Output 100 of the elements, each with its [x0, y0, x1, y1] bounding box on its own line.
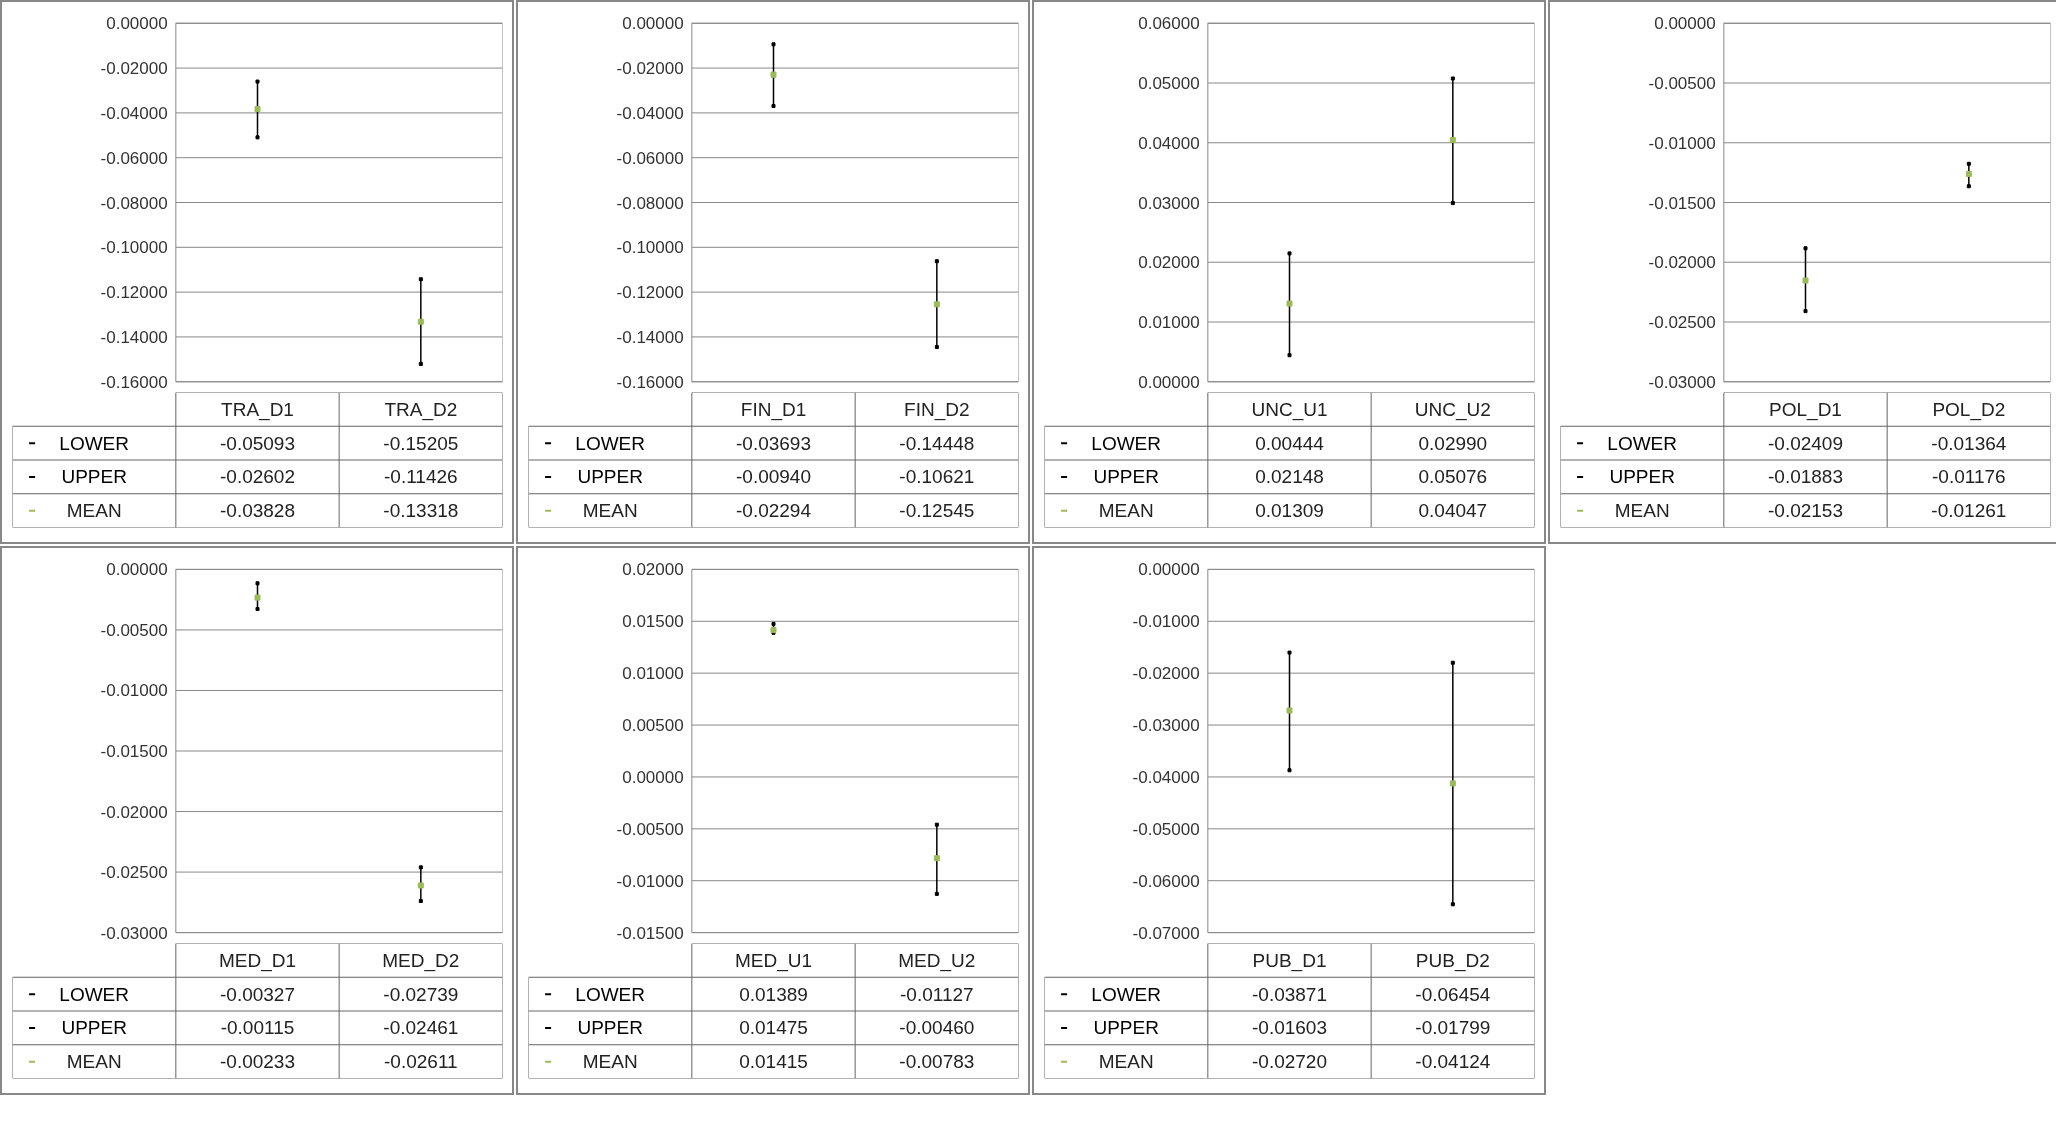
y-tick-label: 0.01000	[1138, 313, 1200, 332]
data-label: -0.02409	[1768, 432, 1844, 454]
data-label: -0.00460	[899, 1017, 975, 1039]
category-label: MED_D2	[382, 949, 460, 971]
y-tick-label: -0.14000	[616, 327, 684, 347]
data-label: -0.12545	[899, 500, 975, 522]
y-tick-label: 0.00000	[622, 14, 684, 34]
legend-label: LOWER	[1091, 983, 1162, 1005]
data-label: -0.03871	[1252, 983, 1328, 1005]
y-tick-label: -0.03000	[1648, 372, 1716, 392]
y-tick-label: -0.01000	[616, 871, 684, 891]
legend-label: UPPER	[1609, 466, 1675, 488]
category-label: MED_U2	[898, 949, 976, 971]
y-tick-label: 0.00000	[622, 767, 684, 787]
category-label: UNC_U1	[1251, 398, 1328, 420]
y-tick-label: 0.01000	[622, 664, 684, 684]
y-tick-label: -0.05000	[1132, 819, 1200, 839]
y-tick-label: 0.00000	[106, 14, 168, 34]
y-tick-label: -0.01000	[1132, 612, 1200, 632]
y-tick-label: -0.01500	[616, 923, 684, 943]
y-tick-label: -0.10000	[100, 238, 168, 258]
y-tick-label: -0.04000	[100, 103, 168, 123]
y-tick-label: -0.16000	[616, 372, 684, 392]
legend-label: MEAN	[1098, 1051, 1154, 1073]
y-tick-label: 0.03000	[1138, 193, 1200, 213]
y-tick-label: -0.12000	[100, 283, 168, 303]
category-label: UNC_U2	[1414, 398, 1491, 420]
legend-label: LOWER	[1091, 432, 1162, 454]
data-label: -0.13318	[383, 500, 459, 522]
data-label: -0.15205	[383, 432, 459, 454]
y-tick-label: 0.00000	[1654, 14, 1716, 34]
data-label: -0.01127	[900, 983, 974, 1005]
y-tick-label: -0.01000	[1648, 133, 1716, 153]
legend-label: LOWER	[59, 432, 130, 454]
y-tick-label: -0.03000	[100, 923, 168, 943]
y-tick-label: -0.16000	[100, 372, 168, 392]
legend-label: UPPER	[1093, 1017, 1159, 1039]
y-tick-label: 0.00000	[106, 560, 168, 580]
data-label: -0.00783	[899, 1051, 975, 1073]
data-label: -0.02461	[383, 1017, 459, 1039]
y-tick-label: -0.04000	[616, 103, 684, 123]
category-label: MED_U1	[734, 949, 813, 971]
legend-label: LOWER	[1607, 432, 1678, 454]
data-label: 0.00444	[1255, 432, 1325, 454]
y-tick-label: 0.06000	[1138, 14, 1200, 34]
y-tick-label: -0.06000	[1132, 871, 1200, 891]
y-tick-label: 0.00000	[1138, 560, 1200, 580]
y-tick-label: -0.02000	[100, 802, 168, 822]
data-label: -0.02602	[220, 466, 296, 488]
data-label: -0.00233	[220, 1051, 296, 1073]
data-label: -0.01603	[1252, 1017, 1328, 1039]
y-tick-label: -0.02500	[1648, 313, 1716, 332]
y-tick-label: 0.02000	[1138, 253, 1200, 273]
data-label: -0.00115	[220, 1017, 295, 1039]
y-tick-label: -0.02000	[616, 59, 684, 79]
data-label: -0.01883	[1768, 466, 1844, 488]
legend-label: LOWER	[575, 432, 646, 454]
y-tick-label: -0.02000	[1132, 664, 1200, 684]
category-label: PUB_D2	[1415, 949, 1490, 971]
y-tick-label: -0.04000	[1132, 767, 1200, 787]
y-tick-label: -0.14000	[100, 327, 168, 347]
legend-label: MEAN	[582, 500, 638, 522]
y-tick-label: -0.02500	[100, 863, 168, 883]
y-tick-label: -0.06000	[616, 148, 684, 168]
y-tick-label: 0.01500	[622, 612, 684, 632]
y-tick-label: -0.07000	[1132, 923, 1200, 943]
y-tick-label: 0.02000	[622, 560, 684, 580]
y-tick-label: -0.08000	[616, 193, 684, 213]
data-label: -0.14448	[899, 432, 975, 454]
data-label: -0.01799	[1415, 1017, 1491, 1039]
data-label: -0.02153	[1768, 500, 1844, 522]
y-tick-label: -0.02000	[100, 59, 168, 79]
y-tick-label: -0.01500	[100, 742, 168, 761]
data-label: -0.00327	[220, 983, 296, 1005]
y-tick-label: -0.03000	[1132, 716, 1200, 736]
legend-label: UPPER	[577, 1017, 643, 1039]
y-tick-label: -0.00500	[1648, 74, 1716, 93]
legend-label: LOWER	[59, 983, 130, 1005]
category-label: FIN_D1	[740, 398, 807, 420]
legend-label: UPPER	[577, 466, 643, 488]
legend-label: UPPER	[61, 1017, 127, 1039]
data-label: -0.01364	[1931, 432, 2007, 454]
data-label: -0.11426	[384, 466, 458, 488]
data-label: 0.04047	[1418, 500, 1488, 522]
category-label: MED_D1	[218, 949, 297, 971]
y-tick-label: 0.00000	[1138, 372, 1200, 392]
data-label: -0.04124	[1415, 1051, 1491, 1073]
y-tick-label: -0.00500	[616, 819, 684, 839]
y-tick-label: 0.05000	[1138, 74, 1200, 93]
legend-label: MEAN	[582, 1051, 638, 1073]
y-tick-label: -0.00500	[100, 620, 168, 640]
legend-label: MEAN	[1098, 500, 1154, 522]
data-label: -0.06454	[1415, 983, 1491, 1005]
data-label: 0.05076	[1418, 466, 1488, 488]
category-label: POL_D2	[1932, 398, 2006, 420]
legend-label: UPPER	[61, 466, 127, 488]
data-label: 0.02148	[1255, 466, 1324, 488]
data-label: -0.01176	[1932, 466, 2006, 488]
data-label: 0.01389	[739, 983, 808, 1005]
y-tick-label: 0.04000	[1138, 133, 1200, 153]
